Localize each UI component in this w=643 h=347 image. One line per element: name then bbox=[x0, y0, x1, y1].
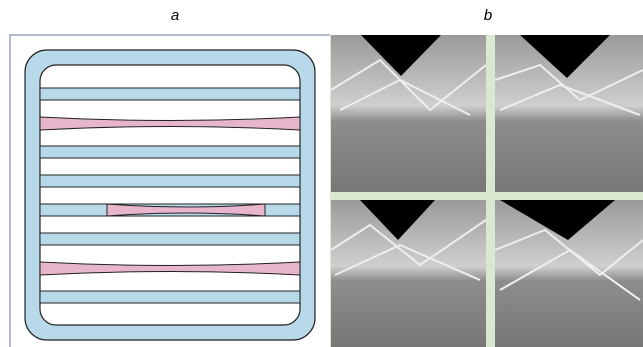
panel-label: a bbox=[171, 7, 179, 24]
page: a b bbox=[0, 0, 643, 347]
panel-a bbox=[10, 35, 330, 347]
strip bbox=[40, 146, 300, 158]
panel-label: b bbox=[484, 7, 492, 24]
figure: a b bbox=[0, 0, 643, 347]
inner-cavity bbox=[40, 65, 300, 325]
strip bbox=[40, 291, 300, 303]
photo bbox=[495, 200, 643, 347]
photo bbox=[331, 200, 486, 347]
strip bbox=[40, 88, 300, 100]
panel-b bbox=[330, 35, 643, 347]
photo bbox=[495, 35, 643, 192]
photo bbox=[331, 35, 486, 192]
strip bbox=[40, 233, 300, 245]
strip bbox=[40, 175, 300, 187]
